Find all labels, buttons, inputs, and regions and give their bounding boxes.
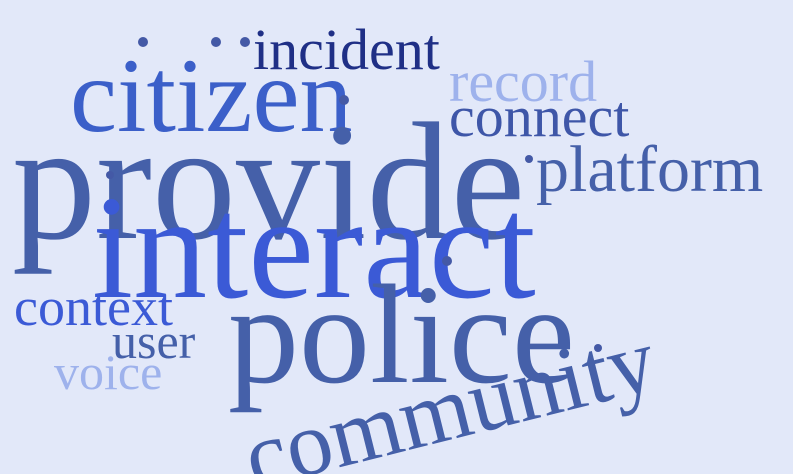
word-record: record — [449, 49, 598, 114]
decorative-dot — [138, 37, 148, 47]
word-user: user — [112, 313, 196, 369]
word-context: context — [14, 277, 173, 337]
decorative-dot — [442, 256, 452, 266]
word-connect: connect — [449, 84, 630, 149]
decorative-dot — [525, 155, 533, 163]
word-interact: interact — [92, 166, 536, 330]
decorative-dot — [240, 37, 250, 47]
decorative-dot — [594, 344, 602, 352]
word-incident: incident — [253, 17, 440, 82]
decorative-dot — [339, 95, 349, 105]
word-provide: provide — [12, 89, 526, 275]
word-police: police — [228, 255, 575, 413]
word-citizen: citizen — [70, 37, 353, 154]
decorative-dot — [211, 37, 221, 47]
word-platform: platform — [536, 133, 764, 206]
decorative-dot — [106, 171, 114, 179]
word-voice: voice — [54, 344, 163, 400]
